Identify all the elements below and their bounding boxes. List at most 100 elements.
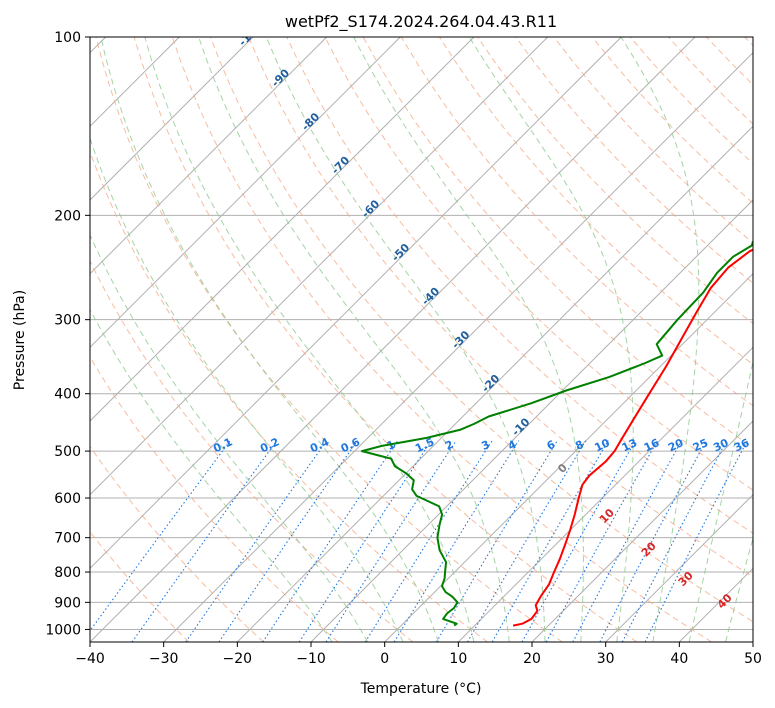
mixing-ratio-label: 30 <box>711 436 731 454</box>
moist-adiabat-line <box>353 37 584 642</box>
isotherm-label: -100 <box>236 20 265 49</box>
y-tick-label: 400 <box>54 387 81 403</box>
mixing-ratio-label: 20 <box>666 436 686 454</box>
mixing-ratio-line <box>185 440 328 642</box>
y-tick-label: 200 <box>54 208 81 224</box>
mixing-ratio-line <box>393 440 520 642</box>
mixing-ratio-label: 10 <box>593 436 613 454</box>
dry-adiabat-line <box>324 37 753 491</box>
dry-adiabat-line <box>95 37 563 642</box>
moist-adiabat-line <box>90 308 333 642</box>
dry-adiabat-line <box>591 37 753 204</box>
y-tick-label: 900 <box>54 595 81 611</box>
moist-adiabat-line <box>468 37 634 642</box>
mixing-ratio-line <box>467 440 587 642</box>
moist-adiabat-label: 10 <box>597 506 617 526</box>
mixing-ratio-line <box>218 440 358 642</box>
mixing-ratio-line <box>545 440 659 642</box>
isotherm-line <box>163 51 753 642</box>
x-tick-label: 0 <box>380 651 389 667</box>
grid-layer <box>90 37 753 642</box>
line-labels: 0.1 0.2 0.4 0.6 1 1.5 2 3 4 6 8 10 13 16 20 25 30 36-100-… <box>211 20 751 611</box>
isotherm-line <box>384 272 753 642</box>
moist-adiabat-line <box>620 37 700 642</box>
mixing-ratio-line <box>644 440 748 642</box>
mixing-ratio-label: 4 <box>506 438 519 453</box>
series-layer <box>360 239 753 627</box>
isotherm-line <box>605 493 753 642</box>
mixing-ratio-line <box>90 440 231 632</box>
y-axis-label: Pressure (hPa) <box>12 290 28 390</box>
isotherm-label: -70 <box>329 154 352 177</box>
isotherm-line <box>90 37 549 496</box>
isotherm-line <box>236 125 753 642</box>
mixing-ratio-label: 13 <box>620 436 639 454</box>
isotherm-line <box>678 567 753 642</box>
isotherm-line <box>310 199 753 642</box>
isotherm-line <box>457 346 753 642</box>
y-tick-label: 300 <box>54 313 81 329</box>
x-tick-label: −10 <box>296 651 326 667</box>
dry-adiabat-line <box>90 150 488 642</box>
dry-adiabat-line <box>171 37 712 642</box>
moist-adiabat-line <box>725 536 753 642</box>
mixing-ratio-label: 6 <box>545 438 558 453</box>
dewpoint-profile-line <box>360 239 753 627</box>
isotherm-label: -60 <box>359 197 382 220</box>
isotherm-line <box>531 420 753 642</box>
dry-adiabat-line <box>668 37 753 125</box>
mixing-ratio-label: 25 <box>691 436 710 454</box>
mixing-ratio-line <box>491 440 609 642</box>
moist-adiabat-line <box>688 358 753 642</box>
dry-adiabat-line <box>133 37 638 642</box>
dry-adiabat-line <box>210 37 753 623</box>
moist-adiabat-line <box>265 37 546 642</box>
chart-title: wetPf2_S174.2024.264.04.43.R11 <box>285 12 557 32</box>
y-tick-label: 700 <box>54 531 81 547</box>
dry-adiabat-line <box>286 37 753 534</box>
isotherm-label: -50 <box>389 241 412 264</box>
mixing-ratio-line <box>298 440 432 642</box>
x-tick-label: −20 <box>223 651 253 667</box>
isotherm-line <box>90 37 622 570</box>
isotherm-line <box>90 37 475 422</box>
isotherm-label: -40 <box>419 284 442 307</box>
axis-ticks: −40 −30 −20 −10 0 10 20 30 40 5010020030040050060… <box>45 30 762 667</box>
mixing-ratio-label: 0.2 <box>258 435 281 455</box>
dry-adiabat-line <box>90 356 339 642</box>
moist-adiabat-label: 20 <box>639 539 659 559</box>
isotherm-line <box>90 37 328 275</box>
mixing-ratio-line <box>131 440 278 642</box>
x-tick-label: 20 <box>523 651 541 667</box>
isotherm-line <box>90 37 401 349</box>
y-tick-label: 100 <box>54 30 81 46</box>
moist-adiabat-line <box>100 37 439 642</box>
y-tick-label: 600 <box>54 491 81 507</box>
dry-adiabat-line <box>553 37 753 244</box>
y-tick-label: 500 <box>54 444 81 460</box>
mixing-ratio-line <box>521 440 637 642</box>
y-tick-label: 1000 <box>45 622 81 638</box>
isotherm-label: -30 <box>449 328 472 351</box>
dry-adiabat-line <box>90 259 414 642</box>
moist-adiabat-line <box>90 233 369 642</box>
isotherm-label: -10 <box>509 415 532 438</box>
x-tick-label: −40 <box>75 651 105 667</box>
plot-frame <box>89 36 754 643</box>
x-axis-label: Temperature (°C) <box>360 681 482 697</box>
mixing-ratio-label: 8 <box>573 438 585 453</box>
mixing-ratio-line <box>621 440 728 642</box>
mixing-ratio-line <box>325 440 457 642</box>
dry-adiabat-line <box>90 531 190 642</box>
background-lines <box>90 37 753 642</box>
mixing-ratio-line <box>572 440 683 642</box>
isotherm-line <box>752 641 753 642</box>
y-tick-label: 800 <box>54 565 81 581</box>
moist-adiabat-line <box>198 37 510 642</box>
dry-adiabat-line <box>515 37 753 284</box>
mixing-ratio-label: 0.6 <box>339 435 362 455</box>
mixing-ratio-label: 3 <box>479 438 491 453</box>
dry-adiabat-line <box>706 37 753 86</box>
moist-adiabat-label: 0 <box>555 461 570 476</box>
